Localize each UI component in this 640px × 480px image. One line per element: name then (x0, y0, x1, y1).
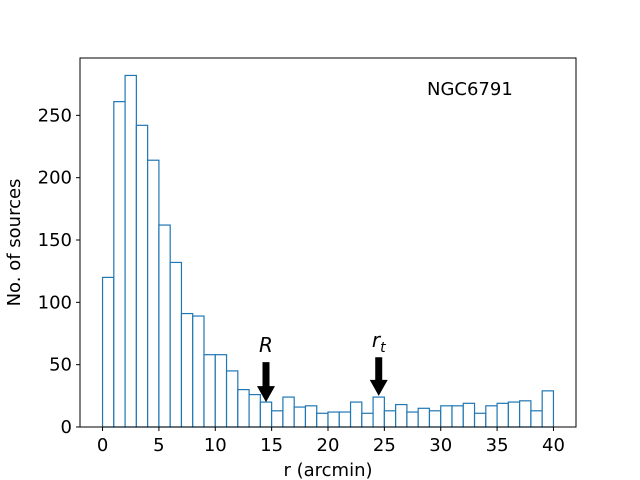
histogram-bar (338, 411, 352, 428)
annotation-arrow (257, 362, 275, 403)
y-tick-label: 50 (49, 355, 72, 376)
x-tick-label: 10 (204, 435, 227, 456)
histogram-bars (101, 74, 555, 428)
annotation-arrow (369, 357, 388, 396)
histogram-bar (225, 370, 239, 428)
x-axis-label: r (arcmin) (283, 460, 372, 480)
histogram-bar (372, 396, 385, 428)
histogram-bar (316, 412, 329, 428)
histogram-bar (485, 405, 498, 428)
histogram-bar (417, 407, 431, 428)
histogram-bar (169, 261, 183, 428)
histogram-bar (271, 410, 284, 428)
histogram-bar (530, 410, 543, 428)
histogram-bar (496, 402, 509, 428)
histogram-bar (214, 354, 228, 428)
histogram-bar (349, 401, 363, 428)
x-tick-label: 40 (542, 435, 565, 456)
histogram-bar (147, 159, 160, 428)
histogram-bar (101, 276, 115, 428)
x-tick-label: 0 (97, 435, 108, 456)
histogram-bar (113, 101, 126, 428)
histogram-bar (192, 315, 205, 428)
y-tick-label: 150 (38, 230, 72, 251)
histogram-bar (293, 406, 307, 428)
histogram-bar (135, 124, 149, 428)
histogram-bar (158, 224, 171, 428)
x-tick-label: 25 (373, 435, 396, 456)
histogram-bar (406, 411, 419, 428)
y-axis-ticks: 0 50 100 150 200 250 (38, 105, 80, 438)
histogram-bar (180, 312, 194, 428)
histogram-bar (327, 411, 340, 428)
histogram-bar (462, 402, 476, 428)
annotation-label: rt (372, 328, 386, 356)
histogram-bar (203, 354, 216, 428)
histogram-bar (304, 405, 318, 428)
x-tick-label: 5 (153, 435, 164, 456)
histogram-bar (519, 400, 532, 428)
x-tick-label: 15 (260, 435, 283, 456)
histogram-bar (395, 403, 408, 428)
y-axis-label: No. of sources (4, 179, 25, 307)
x-axis-ticks: 0 5 10 15 20 25 30 35 40 (97, 427, 565, 456)
histogram-bar (237, 389, 250, 428)
histogram-bar (428, 410, 442, 428)
x-tick-label: 30 (429, 435, 452, 456)
histogram-bar (473, 412, 487, 428)
x-tick-label: 35 (486, 435, 509, 456)
annotation-subscript: t (380, 340, 386, 356)
histogram-bar (451, 405, 464, 428)
histogram-bar (383, 410, 397, 428)
histogram-bar (507, 401, 521, 428)
x-tick-label: 20 (317, 435, 340, 456)
y-tick-label: 250 (38, 105, 72, 126)
annotation-label: R (259, 333, 273, 357)
histogram-bar (440, 405, 453, 428)
cluster-name-label: NGC6791 (427, 79, 513, 100)
histogram-bar (541, 390, 555, 428)
histogram-bar (282, 396, 295, 428)
y-tick-label: 100 (38, 292, 72, 313)
histogram-bar (248, 393, 261, 428)
y-tick-label: 200 (38, 168, 72, 189)
histogram-bar (259, 401, 273, 428)
histogram-bar (361, 412, 374, 428)
histogram-bar (124, 74, 137, 428)
y-tick-label: 0 (61, 417, 72, 438)
